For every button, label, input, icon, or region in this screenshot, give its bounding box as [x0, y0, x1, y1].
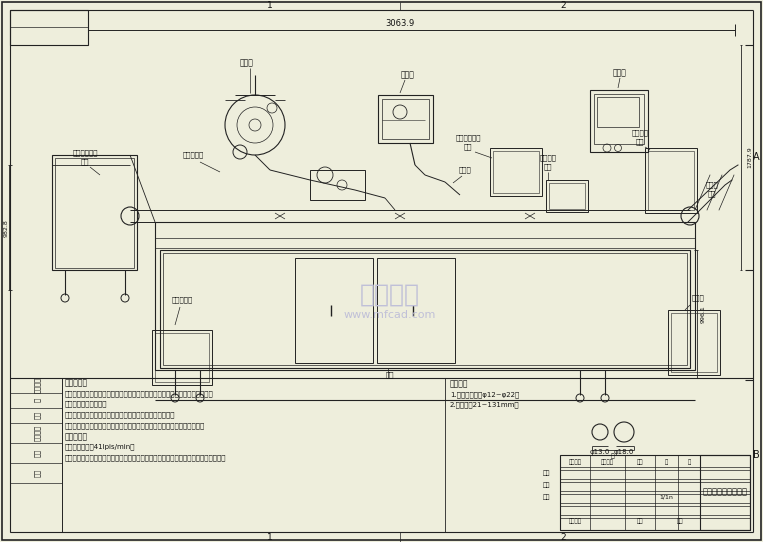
Text: 日期: 日期	[34, 469, 40, 477]
Text: φ13.0: φ13.0	[590, 449, 610, 455]
Bar	[310, 170, 365, 200]
Text: 审核: 审核	[542, 494, 550, 500]
Text: 方案原理：: 方案原理：	[65, 378, 88, 388]
Text: 案号: 案号	[34, 411, 40, 419]
Text: 触摸屏: 触摸屏	[613, 68, 627, 78]
Text: 机座: 机座	[386, 372, 394, 378]
Text: A: A	[752, 152, 759, 162]
Text: 月: 月	[687, 459, 691, 465]
Text: 机械机构: 机械机构	[632, 130, 649, 136]
Text: 收円筱: 收円筱	[691, 295, 704, 301]
Text: 比例: 比例	[677, 518, 683, 524]
Text: 決定标记: 決定标记	[600, 459, 613, 465]
Text: B: B	[752, 450, 759, 460]
Text: 修改: 修改	[637, 459, 643, 465]
Text: 打字鉴别系统: 打字鉴别系统	[456, 135, 481, 141]
Bar	[546, 180, 588, 212]
Text: 粒: 粒	[611, 453, 615, 459]
Text: 通过自动上料机产品从上料平台输送到滚子输送机上，当瓶子经过贴标器时将标: 通过自动上料机产品从上料平台输送到滚子输送机上，当瓶子经过贴标器时将标	[65, 391, 214, 397]
Text: 制图标记: 制图标记	[568, 518, 581, 524]
Text: 稳定贴标速度：41lpis/min；: 稳定贴标速度：41lpis/min；	[65, 444, 136, 450]
Text: 1: 1	[267, 532, 273, 541]
Bar	[377, 258, 455, 363]
Text: 图: 图	[34, 398, 40, 402]
Text: 年: 年	[665, 459, 668, 465]
Text: 1787.9: 1787.9	[748, 146, 752, 168]
Text: 阶段标记: 阶段标记	[568, 459, 581, 465]
Text: 996.1: 996.1	[700, 305, 706, 323]
Text: 数量: 数量	[637, 518, 643, 524]
Text: www.mfcad.com: www.mfcad.com	[344, 310, 436, 320]
Text: 2: 2	[560, 532, 566, 541]
Bar	[55, 158, 134, 268]
Bar	[152, 330, 212, 385]
Text: 校对: 校对	[542, 482, 550, 488]
Bar	[560, 455, 750, 530]
Text: 设计: 设计	[542, 470, 550, 476]
Bar	[597, 97, 639, 127]
Text: 退向: 退向	[464, 144, 472, 150]
Text: 滚轴带: 滚轴带	[459, 167, 472, 173]
Text: 滚子输送机构就是为了打印不合格及钓贴标检冒机构，格不合格产品剔除。: 滚子输送机构就是为了打印不合格及钓贴标检冒机构，格不合格产品剔除。	[65, 423, 205, 429]
Text: 据子: 据子	[708, 191, 716, 197]
Bar	[493, 151, 539, 193]
Text: 滚子输送机: 滚子输送机	[172, 296, 192, 304]
Bar	[668, 310, 720, 375]
Text: 自动上料平台: 自动上料平台	[72, 150, 98, 156]
Text: φ18.0: φ18.0	[613, 449, 634, 455]
Text: 签字: 签字	[34, 449, 40, 457]
Bar	[549, 183, 585, 209]
Text: 签贴到平整的产品上。: 签贴到平整的产品上。	[65, 401, 108, 407]
Text: 技术要求: 技术要求	[450, 379, 468, 389]
Text: 2.瓶容高度21~131mm；: 2.瓶容高度21~131mm；	[450, 402, 520, 408]
Text: 方案功能：: 方案功能：	[65, 433, 88, 442]
Text: 已贴标: 已贴标	[706, 182, 719, 188]
Text: 标签在传送过程中已经对射打字喷码，同步实现计数功能。: 标签在传送过程中已经对射打字喷码，同步实现计数功能。	[65, 412, 175, 418]
Text: 实现自动上料，计数，贴标前妗码并且自动检测打码效果，不合格产品自动剔除剔除。: 实现自动上料，计数，贴标前妗码并且自动检测打码效果，不合格产品自动剔除剔除。	[65, 455, 227, 461]
Bar	[155, 222, 695, 370]
Text: 传贴标是子: 传贴标是子	[182, 152, 204, 158]
Bar	[52, 155, 137, 270]
Bar	[645, 148, 697, 213]
Bar	[160, 250, 690, 368]
Text: 1: 1	[267, 2, 273, 10]
Text: 3063.9: 3063.9	[385, 18, 414, 28]
Text: 沐环风网: 沐环风网	[360, 283, 420, 307]
Text: 982.8: 982.8	[4, 219, 8, 237]
Bar	[648, 151, 694, 210]
Text: 1/1n: 1/1n	[659, 494, 673, 500]
Text: 退向: 退向	[544, 164, 552, 170]
Text: 退向: 退向	[636, 139, 644, 145]
Bar	[671, 313, 717, 372]
Bar	[382, 99, 429, 139]
Text: 退向: 退向	[81, 159, 89, 165]
Text: 贴标检测: 贴标检测	[539, 154, 556, 162]
Text: 1.贴标直径范围φ12~φ22；: 1.贴标直径范围φ12~φ22；	[450, 392, 520, 398]
Bar	[295, 258, 373, 363]
Text: 贴标器: 贴标器	[240, 59, 254, 68]
Text: 高速打码贴标机方案: 高速打码贴标机方案	[703, 487, 748, 496]
Bar	[490, 148, 542, 196]
Text: 稏编推评: 稏编推评	[34, 377, 40, 393]
Bar	[378, 95, 433, 143]
Bar	[594, 94, 644, 144]
Text: 2: 2	[560, 2, 566, 10]
Bar	[10, 10, 88, 45]
Bar	[590, 90, 648, 152]
Text: 图样图号: 图样图号	[34, 425, 40, 441]
Bar	[155, 333, 209, 382]
Bar	[700, 455, 750, 530]
Text: 打字机: 打字机	[401, 70, 415, 80]
Bar	[163, 253, 687, 365]
